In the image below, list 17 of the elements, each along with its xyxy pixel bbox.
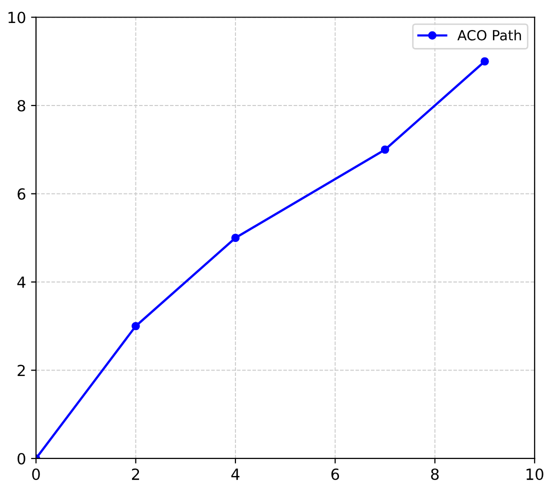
point [132,322,140,330]
y-tick-label: 6 [18,188,26,200]
point [480,57,489,66]
point [231,234,240,242]
point [380,145,390,154]
x-tick-label: 0 [32,468,40,480]
y-tick-label: 10 [8,12,26,24]
legend-label: ACO Path [457,30,521,41]
x-tick-label: 8 [431,468,439,480]
y-tick-label: 0 [18,452,26,465]
y-tick-label: 8 [18,100,26,112]
y-tick-label: 4 [17,276,26,288]
x-tick-label: 2 [132,468,140,480]
x-tick-label: 10 [526,468,544,480]
y-tick-label: 2 [18,364,25,376]
x-tick-label: 6 [331,468,340,480]
x-tick-label: 4 [231,468,240,480]
